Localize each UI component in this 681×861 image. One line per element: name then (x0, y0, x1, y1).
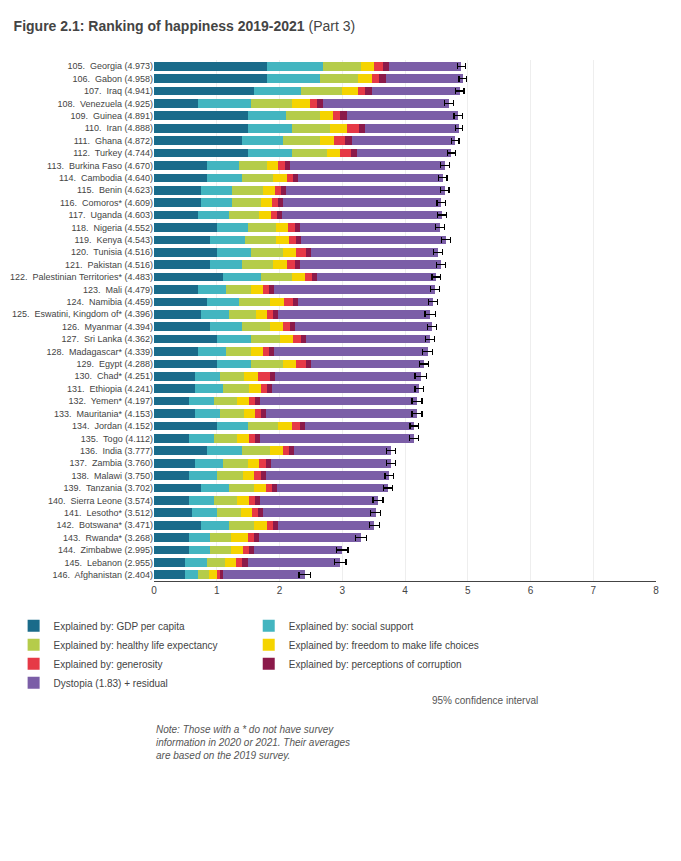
svg-text:7: 7 (590, 585, 596, 596)
svg-text:146. Afghanistan (2.404): 146. Afghanistan (2.404) (52, 570, 153, 580)
svg-text:137. Zambia (3.760): 137. Zambia (3.760) (69, 458, 153, 468)
svg-text:0: 0 (151, 585, 157, 596)
svg-text:110. Iran (4.888): 110. Iran (4.888) (85, 123, 153, 133)
svg-text:123. Mali (4.479): 123. Mali (4.479) (83, 285, 153, 295)
svg-text:133. Mauritania* (4.153): 133. Mauritania* (4.153) (54, 409, 153, 419)
svg-text:108. Venezuela (4.925): 108. Venezuela (4.925) (57, 99, 153, 109)
svg-text:130. Chad* (4.251): 130. Chad* (4.251) (74, 371, 153, 381)
svg-text:131. Ethiopia (4.241): 131. Ethiopia (4.241) (67, 384, 153, 394)
svg-text:3: 3 (339, 585, 345, 596)
svg-text:117. Uganda (4.603): 117. Uganda (4.603) (69, 210, 153, 220)
svg-text:Explained by: perceptions of c: Explained by: perceptions of corruption (289, 659, 462, 670)
svg-text:Dystopia (1.83) + residual: Dystopia (1.83) + residual (54, 678, 168, 689)
svg-text:143. Rwanda* (3.268): 143. Rwanda* (3.268) (63, 533, 153, 543)
svg-text:2: 2 (277, 585, 283, 596)
svg-text:125. Eswatini, Kingdom of* (4: 125. Eswatini, Kingdom of* (4.396) (12, 309, 153, 319)
svg-text:113. Burkina Faso (4.670): 113. Burkina Faso (4.670) (47, 161, 153, 171)
svg-text:Explained by: freedom to make: Explained by: freedom to make life choic… (289, 640, 479, 651)
svg-text:127. Sri Lanka (4.362): 127. Sri Lanka (4.362) (61, 334, 153, 344)
svg-text:118. Nigeria (4.552): 118. Nigeria (4.552) (72, 223, 153, 233)
svg-text:Explained by: social support: Explained by: social support (289, 621, 414, 632)
svg-text:119. Kenya (4.543): 119. Kenya (4.543) (75, 235, 153, 245)
svg-text:6: 6 (528, 585, 534, 596)
svg-text:141. Lesotho* (3.512): 141. Lesotho* (3.512) (64, 508, 153, 518)
svg-text:107. Iraq (4.941): 107. Iraq (4.941) (84, 86, 153, 96)
svg-text:Note: Those with a * do not ha: Note: Those with a * do not have surveyi… (156, 724, 350, 761)
svg-text:136. India (3.777): 136. India (3.777) (80, 446, 153, 456)
svg-text:135. Togo (4.112): 135. Togo (4.112) (81, 434, 153, 444)
svg-text:Explained by: generosity: Explained by: generosity (54, 659, 163, 670)
svg-text:Figure 2.1: Ranking of happine: Figure 2.1: Ranking of happiness 2019-20… (14, 18, 356, 34)
svg-text:132. Yemen* (4.197): 132. Yemen* (4.197) (68, 396, 153, 406)
svg-text:4: 4 (402, 585, 408, 596)
svg-text:105. Georgia (4.973): 105. Georgia (4.973) (67, 61, 153, 71)
svg-text:126. Myanmar (4.394): 126. Myanmar (4.394) (62, 322, 153, 332)
svg-text:95% confidence interval: 95% confidence interval (432, 695, 538, 706)
svg-text:Explained by: GDP per capita: Explained by: GDP per capita (54, 621, 185, 632)
svg-text:140. Sierra Leone (3.574): 140. Sierra Leone (3.574) (48, 496, 153, 506)
svg-text:114. Cambodia (4.640): 114. Cambodia (4.640) (59, 173, 153, 183)
svg-text:121. Pakistan (4.516): 121. Pakistan (4.516) (65, 260, 153, 270)
svg-text:115. Benin (4.623): 115. Benin (4.623) (77, 185, 153, 195)
svg-text:112. Turkey (4.744): 112. Turkey (4.744) (73, 148, 153, 158)
svg-text:1: 1 (214, 585, 220, 596)
svg-text:142. Botswana* (3.471): 142. Botswana* (3.471) (56, 520, 153, 530)
svg-text:5: 5 (465, 585, 471, 596)
svg-text:129. Egypt (4.288): 129. Egypt (4.288) (76, 359, 153, 369)
svg-text:120. Tunisia (4.516): 120. Tunisia (4.516) (71, 247, 153, 257)
svg-text:124. Namibia (4.459): 124. Namibia (4.459) (66, 297, 153, 307)
svg-text:109. Guinea (4.891): 109. Guinea (4.891) (70, 111, 153, 121)
svg-text:106. Gabon (4.958): 106. Gabon (4.958) (72, 74, 153, 84)
svg-text:134. Jordan (4.152): 134. Jordan (4.152) (72, 421, 153, 431)
svg-text:139. Tanzania (3.702): 139. Tanzania (3.702) (64, 483, 153, 493)
svg-text:111. Ghana (4.872): 111. Ghana (4.872) (74, 136, 153, 146)
svg-text:Explained by: healthy life exp: Explained by: healthy life expectancy (54, 640, 218, 651)
svg-text:116. Comoros* (4.609): 116. Comoros* (4.609) (60, 198, 153, 208)
svg-text:122. Palestinian Territories*: 122. Palestinian Territories* (4.483) (10, 272, 153, 282)
svg-text:8: 8 (653, 585, 659, 596)
svg-text:145. Lebanon (2.955): 145. Lebanon (2.955) (64, 558, 153, 568)
svg-text:144. Zimbabwe (2.995): 144. Zimbabwe (2.995) (58, 545, 153, 555)
svg-text:138. Malawi (3.750): 138. Malawi (3.750) (71, 471, 153, 481)
svg-text:128. Madagascar* (4.339): 128. Madagascar* (4.339) (46, 347, 153, 357)
